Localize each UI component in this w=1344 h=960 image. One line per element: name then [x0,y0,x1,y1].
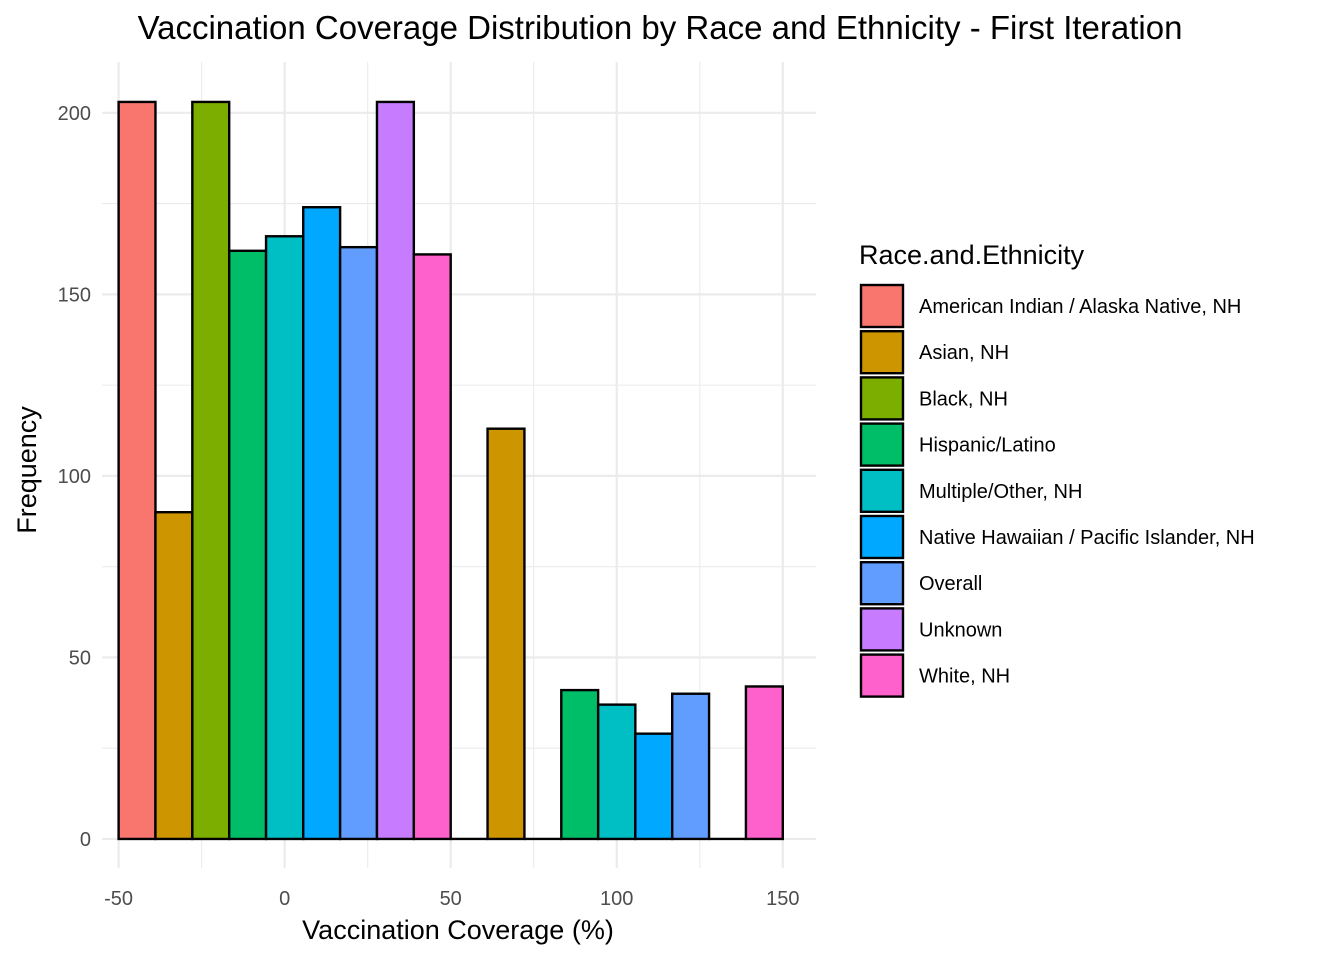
x-tick-label: 100 [600,888,633,910]
histogram-bar [486,427,526,841]
x-tick-label: 50 [440,888,462,910]
legend-item: White, NH [859,653,1010,698]
legend-label: American Indian / Alaska Native, NH [919,296,1241,318]
histogram-bar [671,692,711,841]
legend-item: Asian, NH [859,330,1009,375]
x-axis-tick-labels: -50 0 50 100 150 [104,888,799,910]
legend-swatch [859,653,905,698]
legend-item: Unknown [859,607,1002,652]
histogram-bar [744,685,784,841]
x-axis-title: Vaccination Coverage (%) [302,915,614,945]
legend-swatch [859,283,905,329]
legend-swatch [859,561,905,606]
legend-swatch [859,514,905,560]
legend-label: Hispanic/Latino [919,435,1056,457]
plot-panel: -50 0 50 100 150 0 50 100 150 200 [58,62,816,910]
histogram-bar [375,100,416,841]
histogram-bar [264,235,305,841]
x-tick-label: 150 [766,888,799,910]
legend-label: White, NH [919,666,1010,688]
y-tick-label: 0 [80,829,91,851]
histogram-bar [634,732,674,841]
histogram-bar [560,688,600,841]
legend-label: Overall [919,573,982,595]
y-axis-title: Frequency [12,406,42,534]
histogram-bar [227,249,268,841]
legend-label: Native Hawaiian / Pacific Islander, NH [919,527,1255,549]
legend-label: Multiple/Other, NH [919,481,1082,503]
legend-swatch [859,330,905,375]
legend-item: American Indian / Alaska Native, NH [859,283,1241,329]
y-tick-label: 150 [58,284,91,306]
y-tick-label: 200 [58,103,91,125]
legend-swatch [859,607,905,652]
legend-swatch [859,468,905,513]
histogram-bar [191,100,231,841]
legend-item: Black, NH [859,376,1008,421]
legend-item: Native Hawaiian / Pacific Islander, NH [859,514,1255,560]
legend-items: American Indian / Alaska Native, NH Asian… [859,283,1255,698]
x-tick-label: 0 [279,888,290,910]
histogram-bar [302,206,342,841]
y-tick-label: 50 [69,647,91,669]
histogram-bar [338,245,379,841]
legend-label: Black, NH [919,388,1008,410]
histogram-bar [596,703,637,841]
legend-item: Hispanic/Latino [859,422,1056,467]
histogram-bar [412,253,452,841]
legend-label: Asian, NH [919,342,1009,364]
x-tick-label: -50 [104,888,133,910]
histogram-bar [117,100,157,841]
legend-swatch [859,376,905,421]
histogram-bar [154,510,194,841]
y-tick-label: 100 [58,466,91,488]
legend-label: Unknown [919,619,1002,641]
legend-item: Overall [859,561,982,606]
legend-item: Multiple/Other, NH [859,468,1082,513]
chart-title: Vaccination Coverage Distribution by Rac… [138,9,1183,46]
histogram-bars [117,100,784,841]
legend: Race.and.Ethnicity American Indian / Ala… [859,240,1255,698]
legend-title: Race.and.Ethnicity [859,240,1085,270]
y-axis-tick-labels: 0 50 100 150 200 [58,103,91,851]
legend-swatch [859,422,905,467]
